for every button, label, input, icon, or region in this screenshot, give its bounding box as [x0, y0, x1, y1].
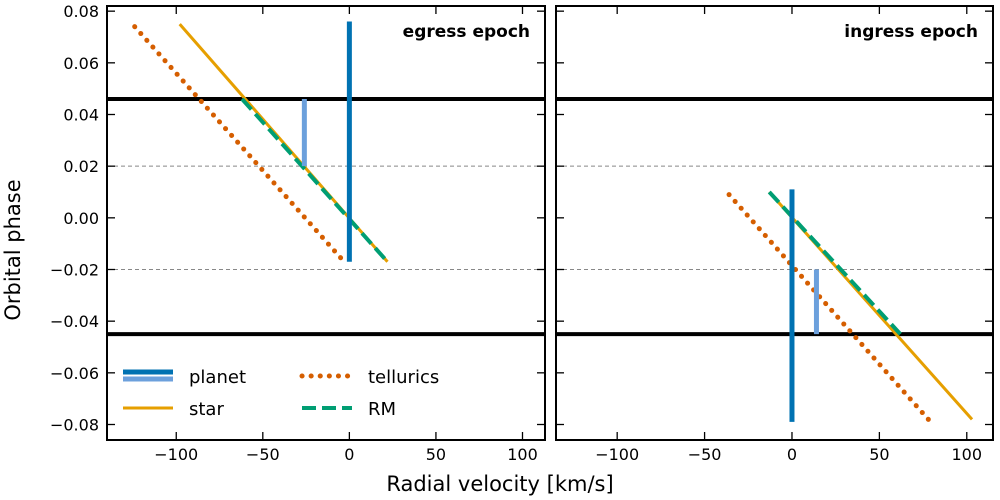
panel-frame [555, 5, 994, 441]
x-tick-label: 0 [344, 445, 354, 464]
legend-item-tellurics: tellurics [299, 367, 439, 388]
legend-label: planet [189, 367, 246, 388]
y-tick-label: −0.04 [50, 312, 99, 331]
y-tick-label: −0.06 [50, 364, 99, 383]
x-tick-label: 100 [952, 445, 983, 464]
panel-label: ingress epoch [844, 22, 978, 42]
y-tick-label: 0.04 [63, 106, 99, 125]
legend-item-RM: RM [302, 399, 396, 420]
x-axis-title: Radial velocity [km/s] [386, 472, 613, 496]
x-tick-label: 50 [869, 445, 889, 464]
y-tick-label: 0.06 [63, 54, 99, 73]
legend-label: star [189, 399, 224, 420]
series-RM [240, 97, 389, 264]
y-axis-title: Orbital phase [1, 179, 25, 320]
legend-label: tellurics [368, 367, 439, 388]
legend: planet star tellurics RM [123, 367, 439, 420]
panel-0: −100 −50 0 50 100 −0.08 −0.06 −0.04 −0.02 0.00 0.0… [50, 2, 546, 464]
y-tick-label: −0.02 [50, 261, 99, 280]
panels-group: −100 −50 0 50 100 −0.08 −0.06 −0.04 −0.02 0.00 0.0… [50, 2, 994, 464]
legend-label: RM [368, 399, 396, 420]
x-tick-label: −100 [154, 445, 198, 464]
x-tick-label: −50 [688, 445, 722, 464]
panel-1: −100 −50 0 50 100 ingress epoch [555, 5, 994, 464]
x-tick-label: −100 [595, 445, 639, 464]
x-tick-label: 100 [507, 445, 538, 464]
y-tick-label: 0.08 [63, 2, 99, 21]
series-tellurics [132, 24, 347, 265]
panel-label: egress epoch [403, 22, 530, 42]
y-tick-label: 0.00 [63, 209, 99, 228]
legend-item-planet: planet [123, 367, 246, 388]
x-tick-label: −50 [246, 445, 280, 464]
series-tellurics [726, 192, 931, 422]
panel-frame [106, 5, 546, 441]
x-tick-label: 50 [426, 445, 446, 464]
x-tick-label: 0 [787, 445, 797, 464]
legend-item-star: star [123, 399, 224, 420]
y-tick-label: 0.02 [63, 157, 99, 176]
y-tick-label: −0.08 [50, 416, 99, 435]
